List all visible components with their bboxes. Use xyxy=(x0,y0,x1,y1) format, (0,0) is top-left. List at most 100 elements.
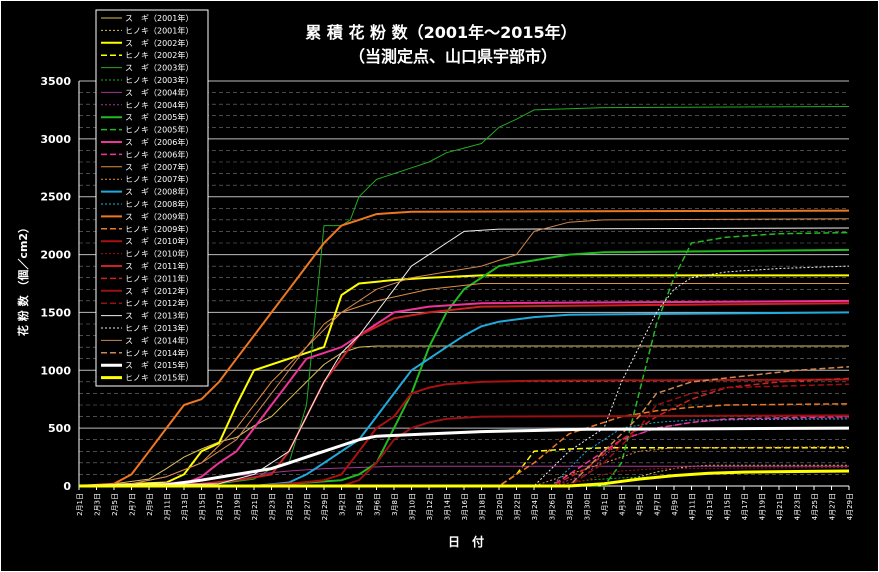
chart-title: 累 積 花 粉 数（2001年～2015年） xyxy=(305,23,576,42)
legend-entry: ヒノキ（2013年） xyxy=(125,323,193,333)
x-tick-label: 3月30日 xyxy=(584,493,592,520)
legend-entry: ス ギ（2006年） xyxy=(125,137,193,147)
legend-entry: ヒノキ（2009年） xyxy=(125,224,193,234)
y-tick-label: 3000 xyxy=(40,133,71,146)
axes: 0 500 1000 1500 2000 2500 3000 3500 2月1日 2月3日 2月5日… xyxy=(40,75,854,520)
series-lines xyxy=(78,106,850,488)
y-tick-label: 500 xyxy=(48,422,71,435)
x-tick-label: 4月21日 xyxy=(776,493,784,520)
x-axis-label: 日 付 xyxy=(448,534,484,549)
x-tick-label: 3月28日 xyxy=(566,493,574,520)
legend-entry: ス ギ（2002年） xyxy=(125,38,193,48)
series-line xyxy=(79,414,850,487)
legend-entry: ヒノキ（2007年） xyxy=(125,174,193,184)
x-tick-label: 3月6日 xyxy=(374,493,382,516)
legend-box xyxy=(95,9,209,387)
x-tick-label: 2月5日 xyxy=(111,493,119,516)
legend-entry: ヒノキ（2006年） xyxy=(125,149,193,159)
legend-entry: ヒノキ（2010年） xyxy=(125,249,193,259)
chart-subtitle: （当測定点、山口県宇部市） xyxy=(349,47,557,66)
x-tick-label: 2月1日 xyxy=(76,493,84,516)
y-tick-label: 0 xyxy=(63,480,71,493)
x-tick-label: 4月29日 xyxy=(846,493,854,520)
legend-entry: ヒノキ（2003年） xyxy=(125,75,193,85)
legend-entry: ス ギ（2008年） xyxy=(125,187,193,197)
series-line xyxy=(79,231,850,487)
legend-entry: ヒノキ（2002年） xyxy=(125,50,193,60)
legend-entry: ヒノキ（2012年） xyxy=(125,298,193,308)
x-tick-label: 2月23日 xyxy=(269,493,277,520)
x-tick-label: 2月15日 xyxy=(199,493,207,520)
series-line xyxy=(79,248,850,487)
legend-entry: ヒノキ（2015年） xyxy=(125,373,193,383)
x-tick-label: 4月17日 xyxy=(741,493,749,520)
legend-entry: ス ギ（2007年） xyxy=(125,162,193,172)
x-tick-label: 3月2日 xyxy=(339,493,347,516)
series-line xyxy=(79,469,850,488)
x-tick-label: 2月9日 xyxy=(146,493,154,516)
legend-entry: ス ギ（2004年） xyxy=(125,87,193,97)
y-tick-label: 3500 xyxy=(40,75,71,88)
x-tick-label: 3月24日 xyxy=(531,493,539,520)
x-tick-label: 4月5日 xyxy=(636,493,644,516)
x-tick-label: 4月3日 xyxy=(619,493,627,516)
legend-entry: ス ギ（2005年） xyxy=(125,112,193,122)
x-tick-label: 2月3日 xyxy=(94,493,102,516)
series-line xyxy=(79,378,850,487)
x-tick-label: 3月14日 xyxy=(444,493,452,520)
legend-entry: ス ギ（2011年） xyxy=(125,261,193,271)
x-tick-label: 3月12日 xyxy=(426,493,434,520)
x-tick-label: 2月25日 xyxy=(286,493,294,520)
x-tick-label: 2月7日 xyxy=(129,493,137,516)
x-tick-label: 2月11日 xyxy=(164,493,172,520)
x-tick-label: 3月10日 xyxy=(409,493,417,520)
series-line xyxy=(79,311,850,487)
legend-entry: ヒノキ（2008年） xyxy=(125,199,193,209)
legend-entry: ス ギ（2015年） xyxy=(125,360,193,370)
series-line xyxy=(79,403,850,487)
x-tick-label: 4月9日 xyxy=(671,493,679,516)
legend-entry: ヒノキ（2005年） xyxy=(125,125,193,135)
x-tick-label: 2月29日 xyxy=(321,493,329,520)
x-tick-label: 3月20日 xyxy=(496,493,504,520)
x-tick-label: 3月8日 xyxy=(391,493,399,516)
y-axis-label: 花 粉 数 （個／cm2） xyxy=(16,222,30,336)
x-tick-label: 4月15日 xyxy=(724,493,732,520)
legend-entry: ス ギ（2014年） xyxy=(125,335,193,345)
x-tick-label: 4月7日 xyxy=(654,493,662,516)
x-tick-label: 4月13日 xyxy=(706,493,714,520)
x-tick-label: 3月22日 xyxy=(514,493,522,520)
x-tick-label: 4月25日 xyxy=(811,493,819,520)
series-line xyxy=(78,299,850,487)
y-tick-label: 1500 xyxy=(40,306,71,319)
y-tick-label: 1000 xyxy=(40,364,71,377)
legend-entry: ヒノキ（2001年） xyxy=(125,25,193,35)
x-tick-label: 2月17日 xyxy=(216,493,224,520)
series-line xyxy=(79,265,850,487)
x-tick-label: 4月27日 xyxy=(829,493,837,520)
x-tick-label: 3月26日 xyxy=(549,493,557,520)
legend-entry: ス ギ（2010年） xyxy=(125,236,193,246)
series-line xyxy=(78,218,850,487)
legend-entry: ヒノキ（2011年） xyxy=(125,273,193,283)
y-tick-label: 2000 xyxy=(40,249,71,262)
x-tick-label: 4月23日 xyxy=(794,493,802,520)
series-line xyxy=(78,426,850,488)
x-tick-label: 3月16日 xyxy=(461,493,469,520)
legend-entry: ヒノキ（2004年） xyxy=(125,100,193,110)
x-tick-label: 2月21日 xyxy=(251,493,259,520)
series-line xyxy=(79,383,850,487)
legend-entry: ス ギ（2001年） xyxy=(125,13,193,23)
x-tick-label: 4月11日 xyxy=(689,493,697,520)
series-line xyxy=(79,415,850,487)
x-tick-label: 2月19日 xyxy=(234,493,242,520)
x-tick-label: 3月18日 xyxy=(479,493,487,520)
x-tick-label: 4月1日 xyxy=(601,493,609,516)
x-tick-label: 2月27日 xyxy=(304,493,312,520)
legend-entry: ス ギ（2013年） xyxy=(125,311,193,321)
x-tick-label: 3月4日 xyxy=(356,493,364,516)
series-line xyxy=(78,227,850,487)
legend-entry: ス ギ（2012年） xyxy=(125,286,193,296)
